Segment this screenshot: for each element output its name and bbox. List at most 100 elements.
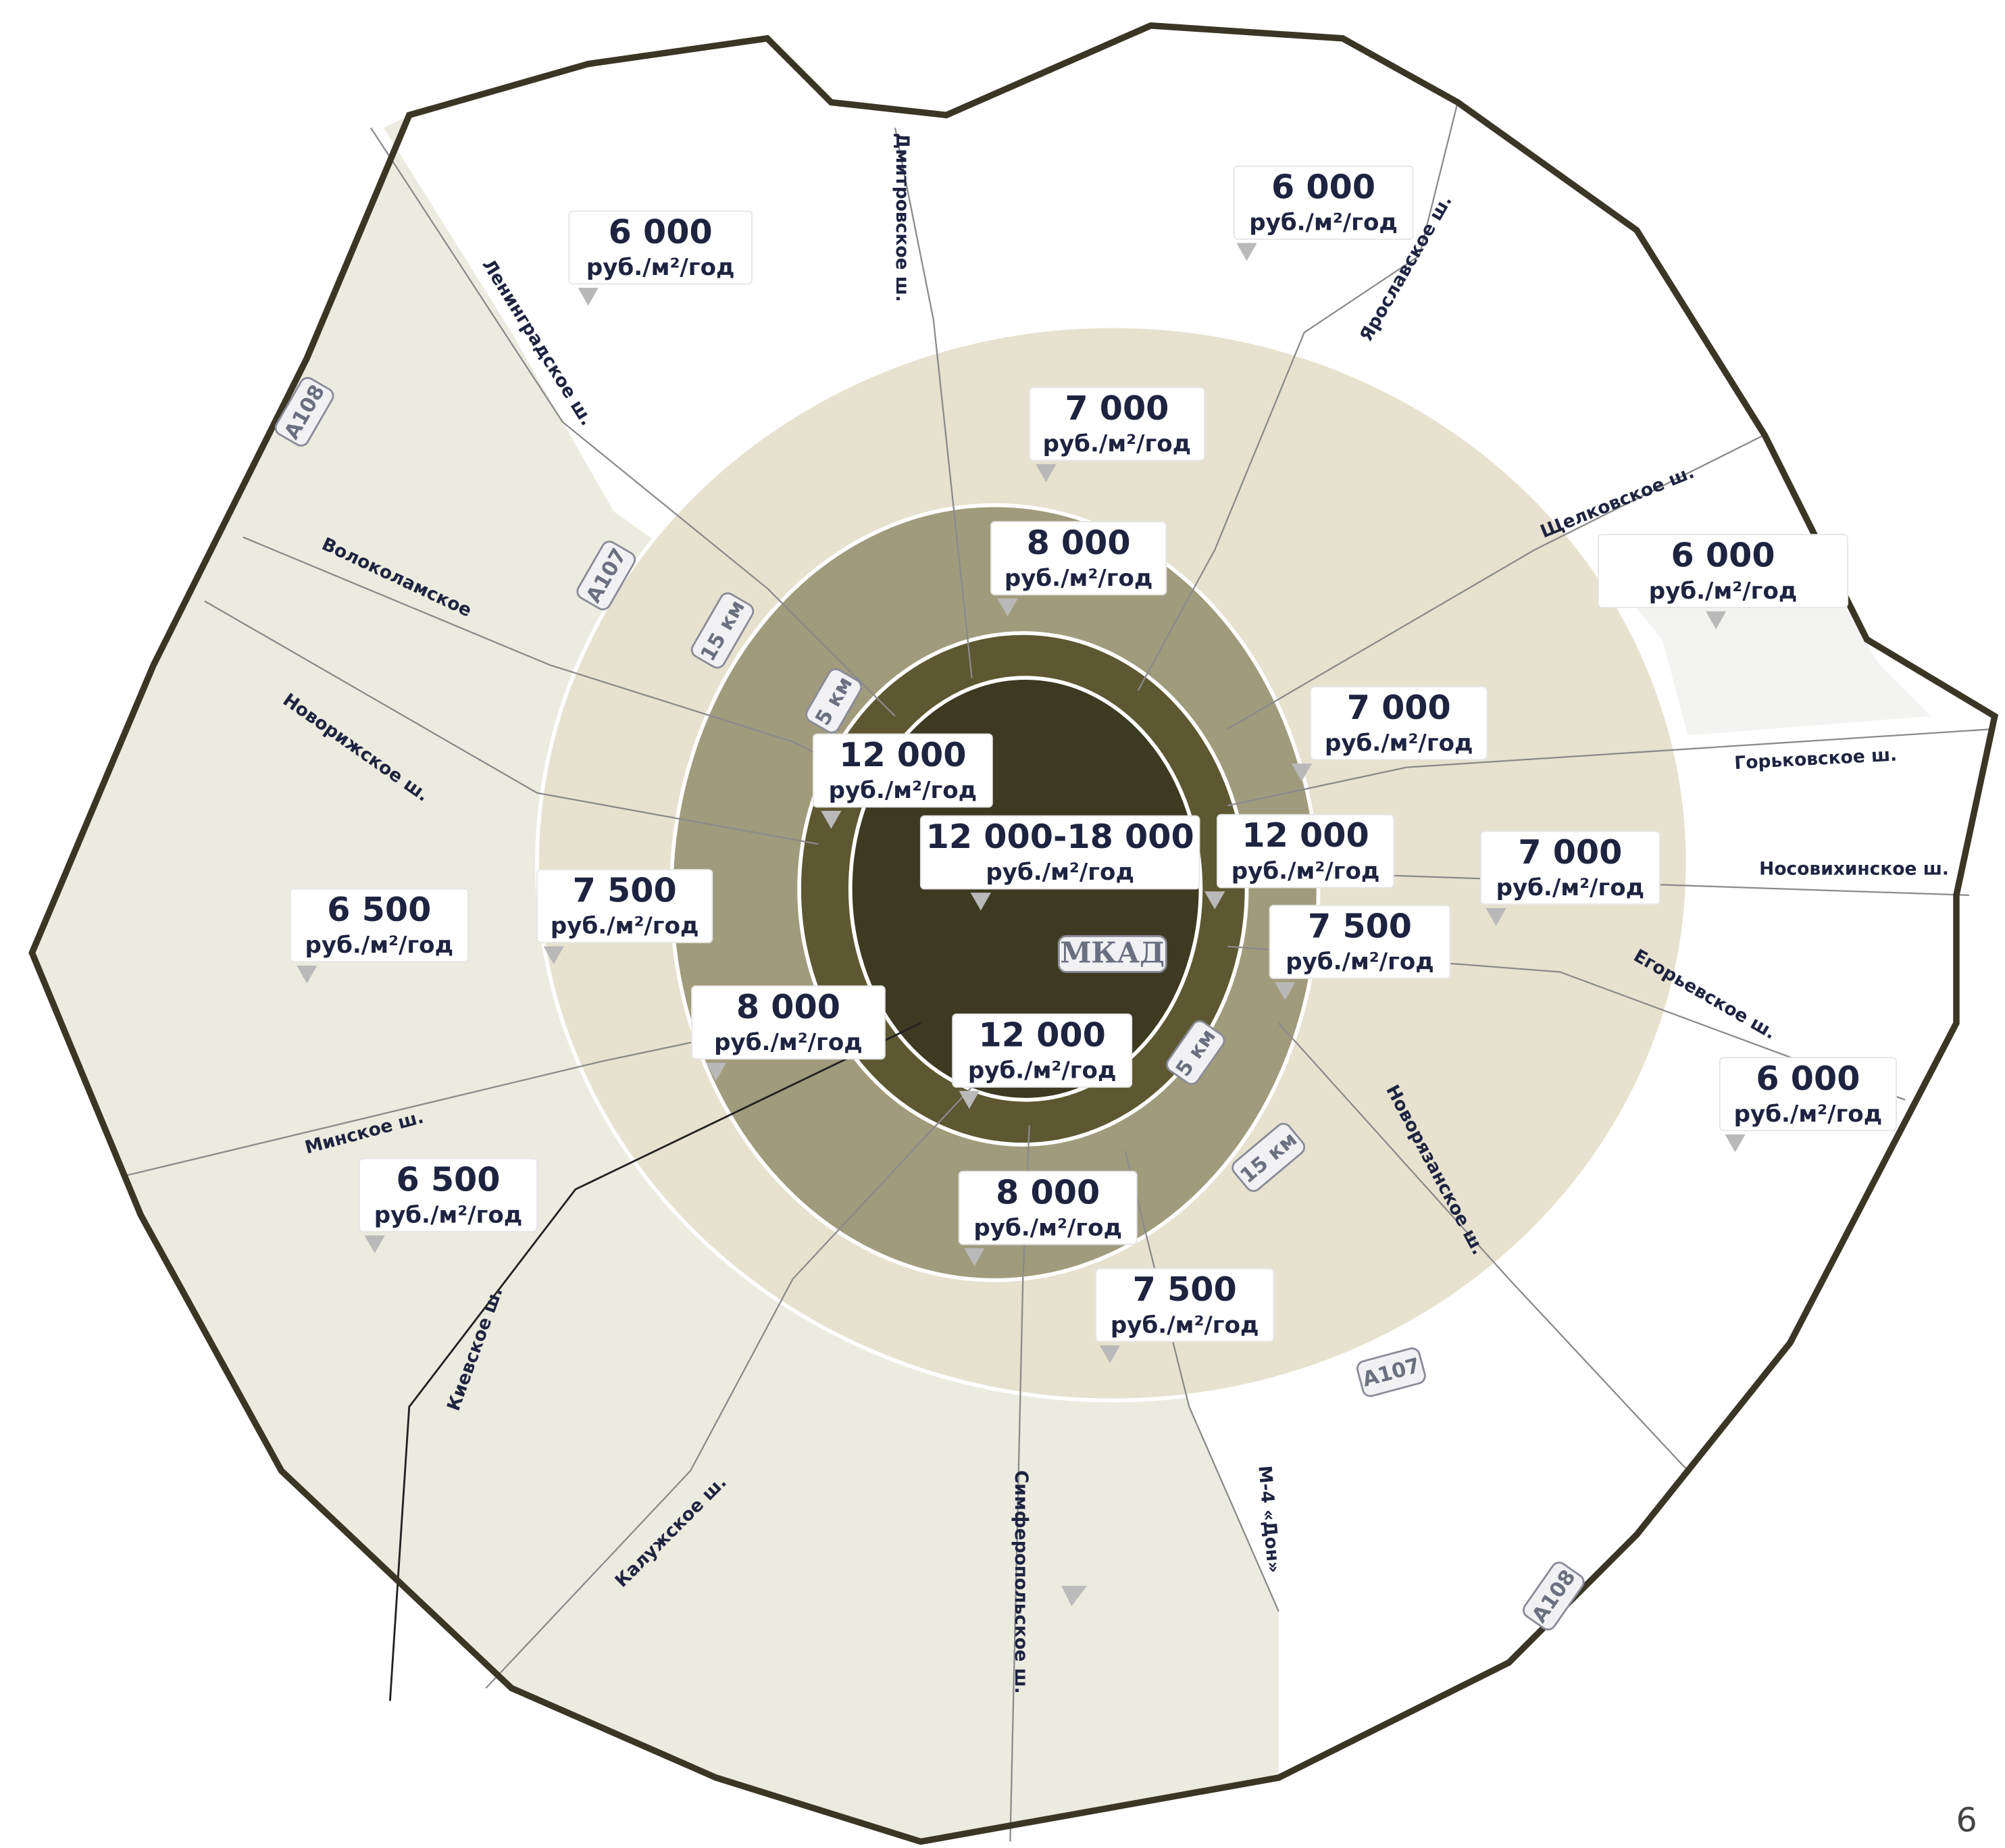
price-label: 6 000 руб./м²/год [1598,534,1849,630]
pointer [1706,611,1727,630]
price-label: 6 000 руб./м²/год [1719,1057,1897,1153]
unit: руб./м²/год [968,1057,1117,1084]
unit: руб./м²/год [1249,209,1398,236]
unit: руб./м²/год [829,777,978,804]
unit: руб./м²/год [1734,1101,1883,1128]
price: 6 500 [396,1159,500,1199]
unit: руб./м²/год [1232,857,1380,884]
pointer [578,287,599,306]
shield-box [1522,1562,1585,1631]
price-label: 6 000 руб./м²/год [568,210,753,306]
price-label: 7 500 руб./м²/год [536,869,713,965]
shield-text: МКАД [1060,936,1165,969]
label-box [1719,1057,1897,1132]
price: 6 000 [1756,1059,1860,1098]
label-box [691,985,886,1060]
road-label: Дмитровское ш. [892,133,913,302]
a108-ring [28,22,1999,1845]
pointer [364,1235,385,1253]
unit: руб./м²/год [586,254,735,281]
price: 12 000 [1242,816,1369,855]
pointer [1236,243,1257,261]
pointer [1486,907,1506,926]
price: 7 000 [1065,389,1169,428]
label-box [919,815,1200,890]
label-box [990,521,1167,596]
road-label: Носовихинское ш. [1759,859,1949,880]
shield-box [690,592,755,669]
price: 6 000 [609,212,713,251]
page-number: 6 [1956,1801,1977,1840]
pointer [1061,1585,1087,1607]
price-label: 7 500 руб./м²/год [1269,905,1451,1001]
pointer [297,966,318,984]
unit: руб./м²/год [551,913,699,940]
price: 12 000-18 000 [926,817,1194,856]
pointer [997,598,1018,617]
unit: руб./м²/год [305,932,454,959]
pointer [705,1062,727,1081]
label-box [1095,1268,1275,1343]
price-label: 12 000-18 000 руб./м²/год [919,815,1200,911]
pointer [959,1091,980,1109]
label-box [812,733,993,808]
pointer [1204,891,1225,909]
price-label: 12 000 руб./м²/год [812,733,993,829]
label-box [1598,534,1849,608]
label-box [536,869,713,943]
label-box [359,1157,538,1232]
price-label: 8 000 руб./м²/год [691,985,886,1081]
unit: руб./м²/год [1496,874,1645,901]
pointer [821,810,842,829]
unit: руб./м²/год [973,1214,1122,1241]
shield-box [1356,1347,1426,1397]
shield: МКАД [1057,935,1167,973]
pointer [1275,982,1296,1001]
unit: руб./м²/год [1005,565,1153,592]
label-box [1479,830,1660,905]
shield-box [1232,1122,1306,1193]
unit: руб./м²/год [1649,578,1798,605]
shield-box [576,541,636,611]
price-label: 7 500 руб./м²/год [1095,1268,1275,1364]
shield-box [805,668,863,734]
price: 8 000 [1027,523,1131,562]
label-box [568,210,753,285]
unit: руб./м²/год [1043,430,1192,457]
price: 7 000 [1518,832,1622,872]
price: 8 000 [736,987,840,1026]
pointer [543,946,564,965]
pointer [1291,763,1313,782]
shield-box [1057,935,1167,973]
label-box [952,1013,1133,1088]
label-box [289,888,469,963]
pointer [1725,1134,1746,1153]
unit: руб./м²/год [714,1029,863,1056]
shield-box [1166,1020,1225,1085]
price: 6 000 [1271,168,1375,207]
pointer [1099,1345,1121,1364]
shield-box [274,376,334,447]
unit: руб./м²/год [374,1201,523,1228]
label-box [1217,814,1395,889]
label-box [1028,386,1205,461]
label-box [1269,905,1451,979]
label-box [958,1170,1138,1245]
unit: руб./м²/год [1325,730,1473,757]
price: 6 000 [1671,536,1775,575]
pointer [964,1248,985,1266]
unit: руб./м²/год [1286,949,1434,976]
price: 7 500 [1133,1270,1237,1309]
unit: руб./м²/год [1111,1312,1259,1339]
price-label: 8 000 руб./м²/год [990,521,1167,617]
price: 12 000 [839,735,966,774]
shield: А107 [1356,1347,1426,1397]
